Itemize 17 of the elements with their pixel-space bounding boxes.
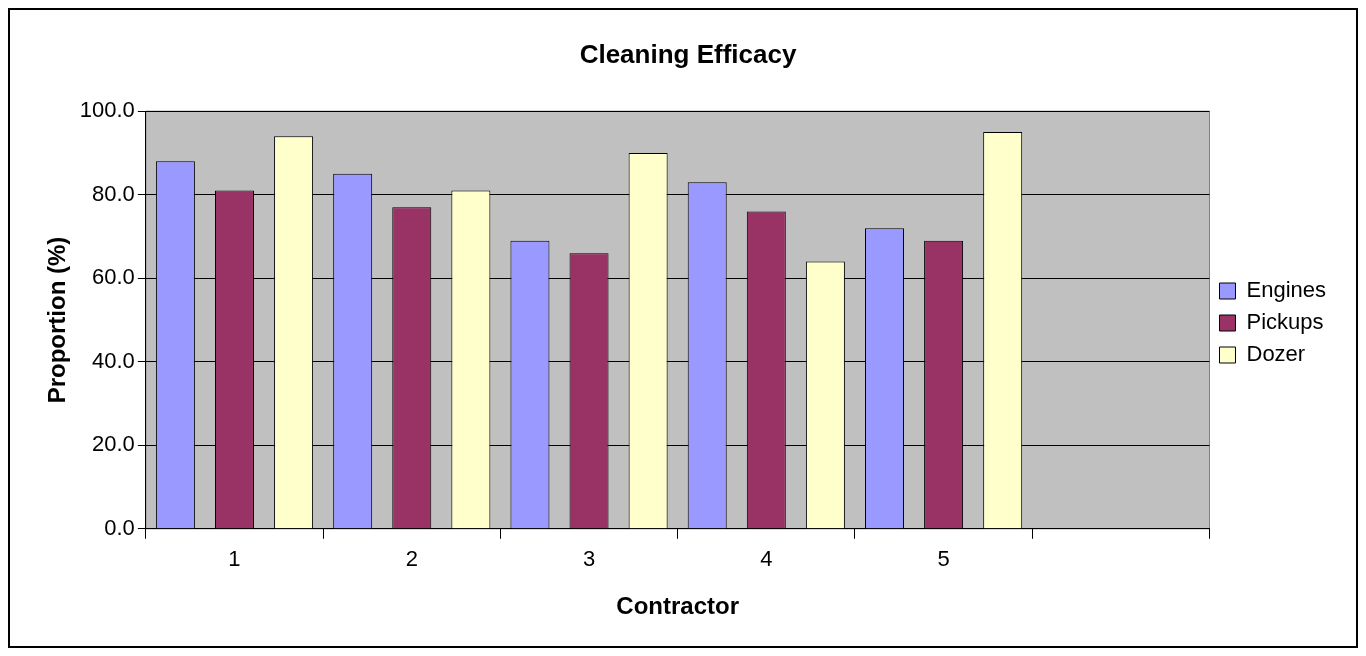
chart-title: Cleaning Efficacy (579, 38, 797, 69)
legend-label: Engines (1246, 277, 1327, 303)
y-tick-label: 100.0 (79, 97, 135, 123)
y-axis-title: Proportion (%) (43, 236, 71, 404)
legend-label: Dozer (1246, 341, 1306, 367)
y-tick-label: 0.0 (104, 514, 135, 540)
legend-label: Pickups (1246, 309, 1324, 335)
y-tick-label: 40.0 (92, 347, 135, 373)
y-tick-label: 60.0 (92, 264, 135, 290)
y-tick-label: 80.0 (92, 180, 135, 206)
x-tick-label: 3 (582, 546, 596, 572)
x-tick-label: 1 (228, 546, 241, 572)
y-tick-label: 20.0 (92, 431, 135, 457)
x-tick-label: 4 (760, 546, 773, 572)
x-tick-label: 5 (937, 546, 950, 572)
x-tick-label: 2 (405, 546, 418, 572)
x-axis-title: Contractor (616, 592, 740, 620)
